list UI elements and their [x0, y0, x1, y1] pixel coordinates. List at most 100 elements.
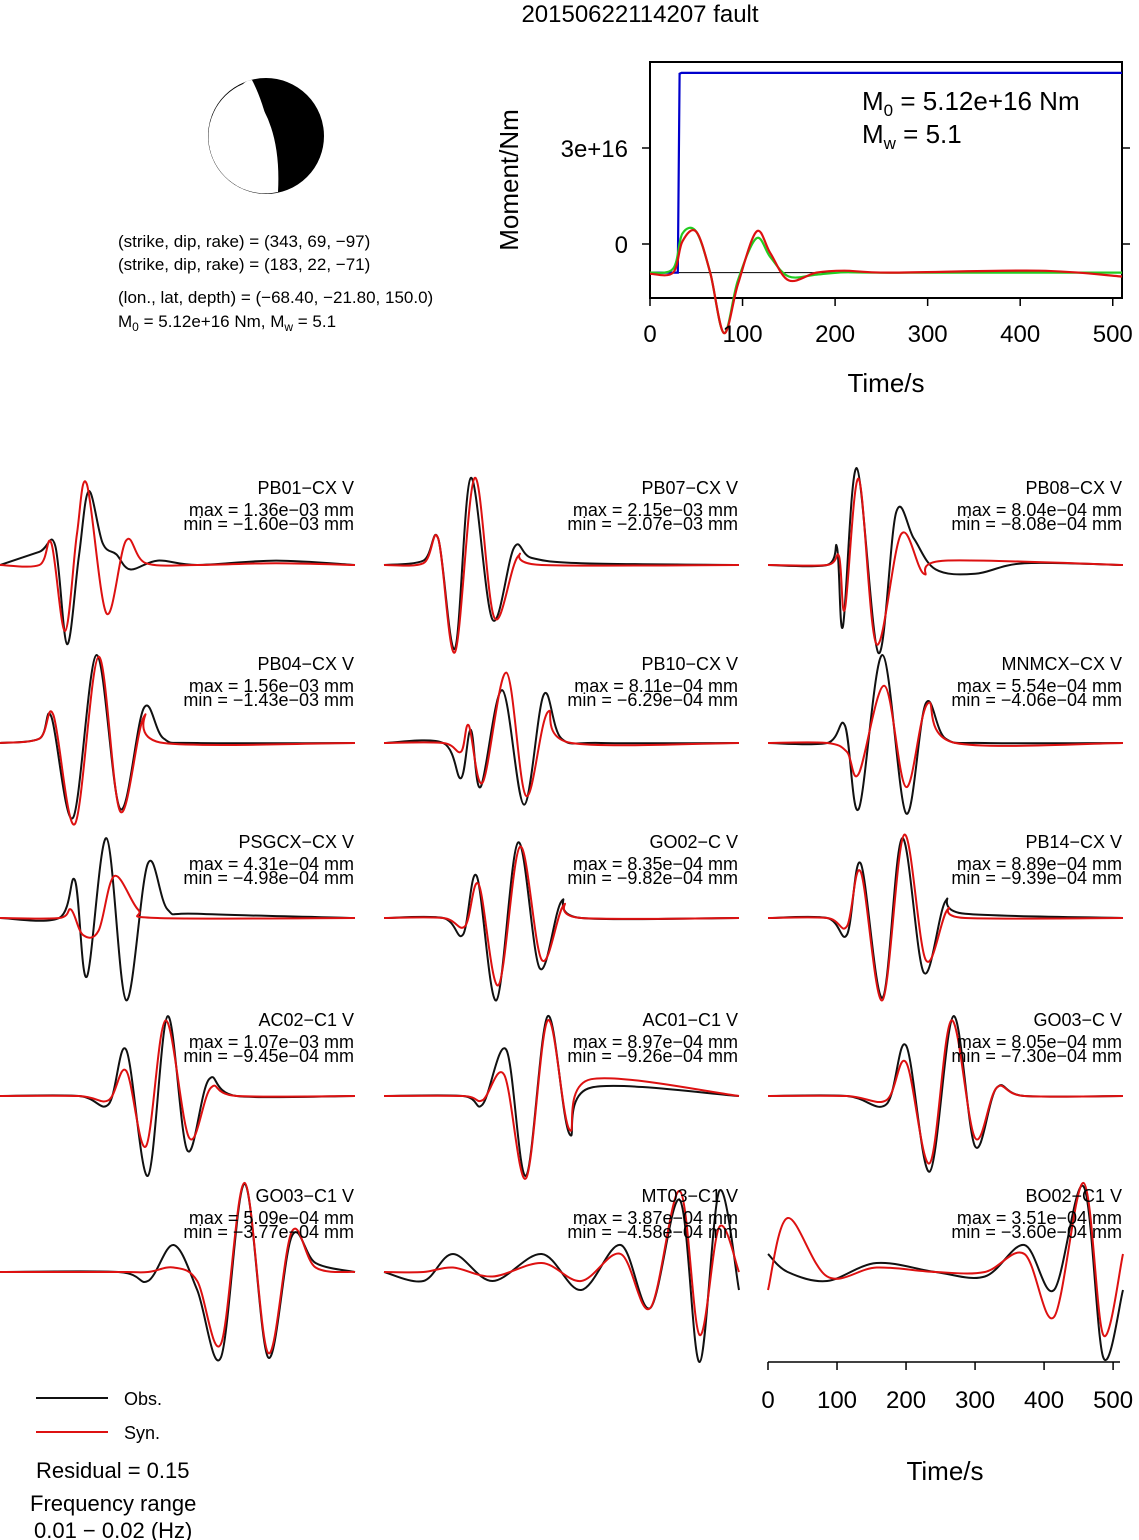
synthetic-waveform: [767, 833, 1124, 1002]
synthetic-waveform: [767, 1181, 1124, 1338]
station-name: PB07−CX V: [641, 478, 738, 498]
station-name: PB10−CX V: [641, 654, 738, 674]
mw-subscript: w: [283, 320, 293, 334]
waveform-xtick-label: 300: [955, 1387, 995, 1414]
station-min-amplitude: min = −4.58e−04 mm: [567, 1222, 738, 1242]
stf-xtick-label: 100: [723, 321, 763, 348]
stf-m0-symbol: M: [862, 86, 884, 116]
observed-waveform: [767, 467, 1124, 655]
beachball-line-1: (strike, dip, rake) = (343, 69, −97): [118, 232, 370, 251]
beachball-moment-line: M0 = 5.12e+16 Nm, Mw = 5.1: [118, 312, 336, 334]
beachball-line-2: (strike, dip, rake) = (183, 22, −71): [118, 255, 370, 274]
m0-rest: = 5.12e+16 Nm, M: [139, 312, 285, 331]
waveform-xtick-label: 200: [886, 1387, 926, 1414]
station-name: BO02−C1 V: [1025, 1186, 1122, 1206]
synthetic-waveform: [0, 480, 356, 633]
station-max-amplitude: max = 2.15e−03 mm: [573, 500, 738, 520]
stf-m0-label: M0 = 5.12e+16 Nm: [862, 86, 1080, 120]
stf-xlabel: Time/s: [847, 368, 924, 398]
station-name: PB08−CX V: [1025, 478, 1122, 498]
stf-frame: [649, 61, 1123, 299]
station-name: PB14−CX V: [1025, 832, 1122, 852]
stf-ytick-0: 0: [615, 232, 628, 259]
station-min-amplitude: min = −1.60e−03 mm: [183, 514, 354, 534]
observed-waveform: [0, 837, 356, 1002]
synthetic-waveform: [767, 1019, 1124, 1165]
station-min-amplitude: min = −4.98e−04 mm: [183, 868, 354, 888]
stf-mw-symbol: M: [862, 119, 884, 149]
synthetic-waveform: [383, 476, 740, 654]
station-min-amplitude: min = −2.07e−03 mm: [567, 514, 738, 534]
frequency-range-title: Frequency range: [30, 1491, 196, 1516]
station-name: AC01−C1 V: [642, 1010, 738, 1030]
synthetic-waveform: [383, 1189, 740, 1337]
stf-ytick-3e16: 3e+16: [561, 136, 628, 163]
station-max-amplitude: max = 8.04e−04 mm: [957, 500, 1122, 520]
legend-obs-label: Obs.: [124, 1389, 162, 1409]
station-name: PB04−CX V: [257, 654, 354, 674]
stf-plot-area: [649, 71, 1123, 335]
station-max-amplitude: max = 5.54e−04 mm: [957, 676, 1122, 696]
station-min-amplitude: min = −6.29e−04 mm: [567, 690, 738, 710]
m0-subscript: 0: [132, 320, 139, 334]
station-min-amplitude: min = −8.08e−04 mm: [951, 514, 1122, 534]
stf-ylabel: Moment/Nm: [494, 109, 524, 251]
stf-moment-rate-line-red: [649, 228, 1123, 335]
station-max-amplitude: max = 4.31e−04 mm: [189, 854, 354, 874]
station-name: PSGCX−CX V: [238, 832, 354, 852]
station-max-amplitude: max = 8.35e−04 mm: [573, 854, 738, 874]
stf-mw-value: = 5.1: [896, 119, 962, 149]
station-name: GO03−C1 V: [255, 1186, 354, 1206]
station-max-amplitude: max = 5.09e−04 mm: [189, 1208, 354, 1228]
waveform-xtick-label: 400: [1024, 1387, 1064, 1414]
stf-xtick-label: 200: [815, 321, 855, 348]
station-name: MNMCX−CX V: [1001, 654, 1122, 674]
observed-waveform: [767, 837, 1124, 999]
station-max-amplitude: max = 8.05e−04 mm: [957, 1032, 1122, 1052]
observed-waveform: [0, 1015, 356, 1177]
waveform-xtick-label: 0: [761, 1387, 774, 1414]
station-max-amplitude: max = 3.87e−04 mm: [573, 1208, 738, 1228]
synthetic-waveform: [0, 874, 356, 939]
legend-syn-label: Syn.: [124, 1423, 160, 1443]
synthetic-waveform: [383, 1019, 740, 1180]
station-max-amplitude: max = 3.51e−04 mm: [957, 1208, 1122, 1228]
stf-mw-subscript: w: [883, 134, 897, 153]
station-min-amplitude: min = −1.43e−03 mm: [183, 690, 354, 710]
station-name: AC02−C1 V: [258, 1010, 354, 1030]
stf-mw-label: Mw = 5.1: [862, 119, 962, 153]
beachball: [208, 78, 324, 194]
station-min-amplitude: min = −3.60e−04 mm: [951, 1222, 1122, 1242]
stf-m0-value: = 5.12e+16 Nm: [893, 86, 1079, 116]
stf-xtick-label: 300: [908, 321, 948, 348]
beachball-info: (strike, dip, rake) = (343, 69, −97) (st…: [118, 232, 433, 334]
synthetic-waveform: [383, 845, 740, 987]
station-max-amplitude: max = 8.97e−04 mm: [573, 1032, 738, 1052]
residual-label: Residual = 0.15: [36, 1458, 190, 1483]
stf-m0-subscript: 0: [884, 101, 893, 120]
mw-rest: = 5.1: [293, 312, 336, 331]
station-name: MT03−C1 V: [641, 1186, 738, 1206]
waveform-xtick-label: 100: [817, 1387, 857, 1414]
stf-moment-rate-line-green: [649, 226, 1123, 335]
station-min-amplitude: min = −9.39e−04 mm: [951, 868, 1122, 888]
station-max-amplitude: max = 8.89e−04 mm: [957, 854, 1122, 874]
station-max-amplitude: max = 8.11e−04 mm: [574, 676, 738, 696]
station-min-amplitude: min = −7.30e−04 mm: [951, 1046, 1122, 1066]
frequency-range-value: 0.01 − 0.02 (Hz): [34, 1518, 192, 1540]
stf-xtick-label: 500: [1093, 321, 1133, 348]
